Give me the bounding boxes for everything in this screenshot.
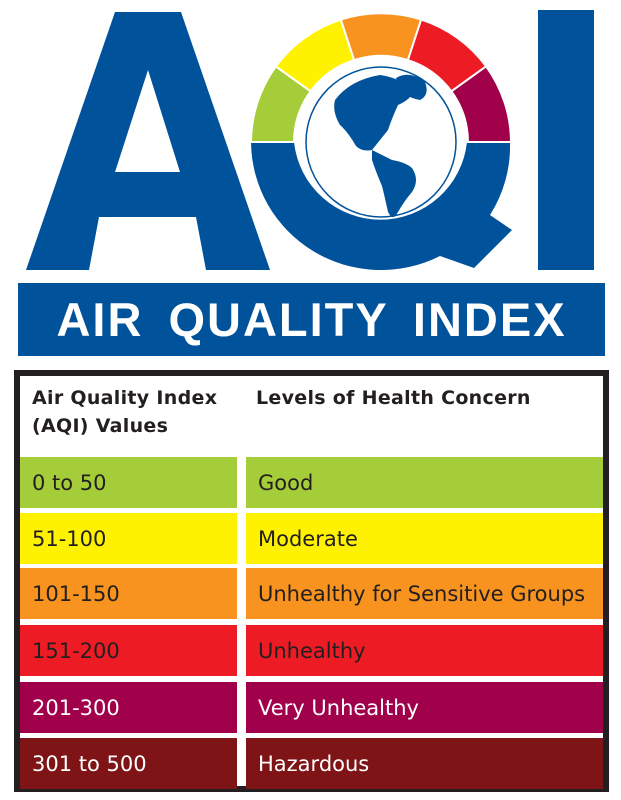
health-level-cell: Unhealthy: [246, 625, 603, 676]
letter-i: [538, 10, 594, 270]
banner: AIR QUALITY INDEX: [18, 283, 605, 356]
health-level-cell: Moderate: [246, 513, 603, 564]
aqi-range-cell: 201-300: [20, 682, 237, 733]
gauge-segment: [449, 64, 513, 143]
health-level-cell: Good: [246, 457, 603, 508]
aqi-range-cell: 0 to 50: [20, 457, 237, 508]
letter-a: [26, 12, 270, 270]
health-level-cell: Unhealthy for Sensitive Groups: [246, 568, 603, 619]
header-aqi-values: Air Quality Index (AQI) Values: [32, 384, 217, 440]
health-level-cell: Hazardous: [246, 738, 603, 789]
aqi-range-cell: 301 to 500: [20, 738, 237, 789]
aqi-gauge: [249, 12, 513, 143]
header-line-2: (AQI) Values: [32, 415, 169, 437]
globe-continents-icon: [334, 74, 427, 217]
header-levels: Levels of Health Concern: [256, 387, 531, 409]
letter-q: [251, 142, 512, 271]
aqi-logo: [26, 10, 594, 271]
gauge-segment: [339, 12, 423, 62]
aqi-table: Air Quality Index (AQI) Values Levels of…: [14, 370, 609, 792]
aqi-range-cell: 151-200: [20, 625, 237, 676]
banner-title: AIR QUALITY INDEX: [56, 293, 567, 346]
aqi-range-cell: 51-100: [20, 513, 237, 564]
health-level-cell: Very Unhealthy: [246, 682, 603, 733]
aqi-range-cell: 101-150: [20, 568, 237, 619]
header-line-1: Air Quality Index: [32, 387, 218, 409]
